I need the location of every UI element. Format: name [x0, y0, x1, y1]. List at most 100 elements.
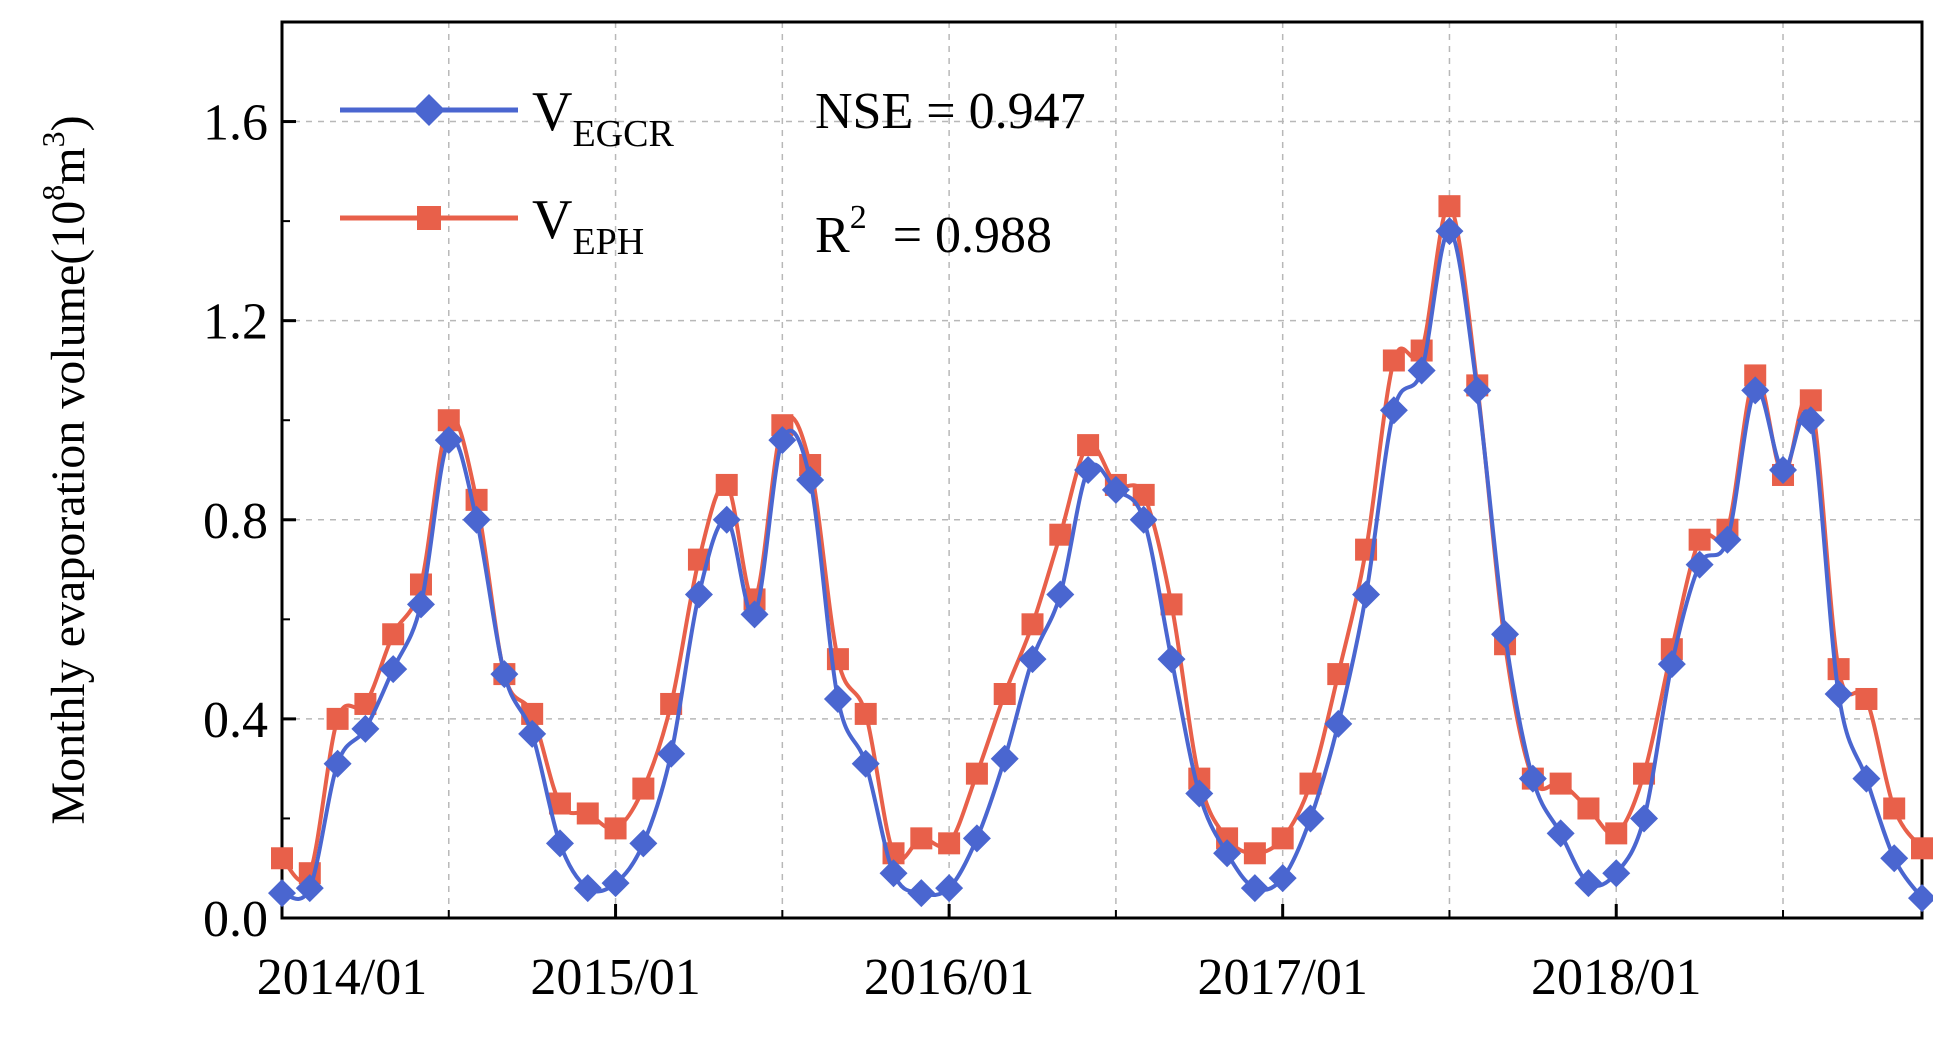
data-point-egcr — [907, 879, 936, 908]
data-point-egcr — [1435, 217, 1464, 246]
data-point-eph — [382, 623, 405, 646]
data-point-egcr — [823, 684, 852, 713]
data-point-eph — [1299, 772, 1322, 795]
data-point-egcr — [1240, 874, 1269, 903]
data-point-egcr — [1379, 396, 1408, 425]
data-point-egcr — [684, 580, 713, 609]
data-point-eph — [326, 707, 349, 730]
y-tick-label: 1.2 — [203, 294, 268, 351]
data-point-eph — [910, 827, 933, 850]
data-point-egcr — [1185, 779, 1214, 808]
legend-entry-eph: VEPH — [340, 189, 644, 263]
data-point-eph — [1132, 483, 1155, 506]
data-point-eph — [854, 702, 877, 725]
data-point-egcr — [962, 824, 991, 853]
data-point-egcr — [1518, 764, 1547, 793]
data-point-egcr — [1324, 709, 1353, 738]
data-point-egcr — [1018, 645, 1047, 674]
legend-label-egcr: VEGCR — [532, 81, 674, 155]
x-tick-label: 2017/01 — [1197, 949, 1367, 1006]
data-point-egcr — [990, 744, 1019, 773]
data-point-egcr — [1630, 804, 1659, 833]
nse-annotation: NSE = 0.947 — [815, 83, 1086, 140]
data-point-eph — [1438, 195, 1461, 218]
data-point-eph — [1577, 797, 1600, 820]
data-point-egcr — [629, 829, 658, 858]
data-point-egcr — [462, 505, 491, 534]
data-point-egcr — [1908, 884, 1933, 913]
data-point-eph — [993, 683, 1016, 705]
data-point-egcr — [1268, 864, 1297, 893]
x-tick-label: 2014/01 — [257, 949, 427, 1006]
data-point-egcr — [657, 739, 686, 768]
legend: VEGCR VEPH — [340, 81, 674, 263]
data-point-egcr — [1157, 645, 1186, 674]
data-point-egcr — [379, 655, 408, 684]
data-point-eph — [1327, 663, 1350, 686]
data-point-egcr — [434, 426, 463, 455]
x-tick-label: 2015/01 — [530, 949, 700, 1006]
y-tick-label: 1.6 — [203, 95, 268, 152]
labels-layer: 0.0 0.4 0.8 1.2 1.6 2014/01 2015/01 2016/01 2017… — [203, 95, 1701, 1006]
data-point-eph — [1911, 837, 1933, 860]
data-point-egcr — [1129, 505, 1158, 534]
legend-label-eph: VEPH — [532, 189, 644, 263]
series-line-egcr — [281, 229, 1924, 901]
data-point-eph — [271, 847, 293, 870]
data-point-egcr — [490, 660, 519, 689]
legend-marker-egcr — [413, 94, 445, 126]
data-point-eph — [1688, 528, 1711, 551]
data-point-egcr — [1352, 580, 1381, 609]
data-point-egcr — [573, 874, 602, 903]
data-point-eph — [1633, 762, 1656, 785]
data-point-eph — [715, 473, 738, 496]
data-point-egcr — [1463, 376, 1492, 405]
data-point-eph — [1855, 687, 1878, 710]
data-point-eph — [576, 802, 599, 825]
data-point-egcr — [1880, 844, 1909, 873]
data-point-eph — [437, 409, 460, 432]
data-point-eph — [1077, 434, 1100, 457]
data-point-eph — [1799, 389, 1822, 412]
series-line-eph — [280, 204, 1924, 883]
data-point-egcr — [712, 505, 741, 534]
data-point-egcr — [1407, 356, 1436, 385]
data-point-eph — [1883, 797, 1906, 820]
data-point-eph — [1049, 523, 1072, 546]
legend-marker-eph — [417, 206, 441, 230]
r2-annotation: R2 = 0.988 — [815, 199, 1052, 264]
data-point-eph — [1271, 827, 1294, 850]
grid-layer — [282, 22, 1922, 918]
data-point-eph — [1744, 364, 1767, 387]
data-point-egcr — [879, 859, 908, 888]
data-point-eph — [1605, 822, 1628, 845]
plot-frame — [280, 20, 1924, 920]
data-point-egcr — [796, 465, 825, 494]
data-point-egcr — [268, 879, 296, 908]
ticks-layer — [280, 21, 1785, 920]
data-point-egcr — [351, 714, 380, 743]
data-point-eph — [548, 792, 571, 815]
data-point-egcr — [1574, 869, 1603, 898]
data-point-egcr — [740, 600, 769, 629]
data-point-egcr — [1769, 456, 1798, 484]
data-point-egcr — [1796, 406, 1825, 435]
data-point-egcr — [601, 869, 630, 898]
data-point-eph — [632, 777, 655, 800]
data-point-egcr — [323, 749, 352, 778]
data-point-eph — [1382, 349, 1405, 372]
data-point-eph — [1827, 658, 1850, 681]
data-point-egcr — [1101, 475, 1130, 504]
data-point-egcr — [1657, 650, 1686, 679]
data-point-egcr — [851, 749, 880, 778]
data-point-egcr — [1213, 839, 1242, 868]
data-point-eph — [965, 762, 988, 785]
data-point-egcr — [1741, 376, 1770, 405]
data-point-egcr — [518, 719, 547, 748]
y-tick-label: 0.4 — [203, 692, 268, 749]
data-point-egcr — [1046, 580, 1075, 609]
data-point-egcr — [295, 874, 324, 903]
data-point-egcr — [406, 590, 435, 619]
data-point-egcr — [1602, 859, 1631, 888]
